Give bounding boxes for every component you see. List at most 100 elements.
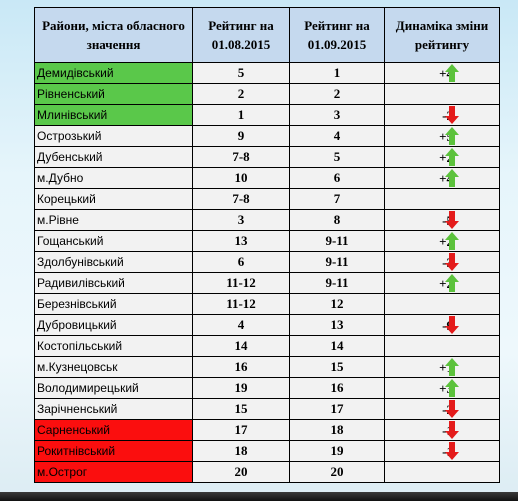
table-row: Рівненський 2 2 [34, 83, 500, 105]
district-name: Дубенський [34, 146, 193, 168]
rating-sep: 2 [289, 83, 385, 105]
district-name: Володимирецький [34, 377, 193, 399]
table-row: Сарненський 17 18 -1 [34, 419, 500, 441]
arrow-down-icon [445, 211, 459, 229]
table-row: Рокитнівський 18 19 -1 [34, 440, 500, 462]
rating-sep: 8 [289, 209, 385, 231]
rating-aug: 16 [192, 356, 290, 378]
dynamics-value: -2 [442, 108, 453, 123]
rating-dynamics: -2 [384, 104, 500, 126]
rating-sep: 14 [289, 335, 385, 357]
rating-dynamics: +5 [384, 125, 500, 147]
rating-aug: 11-12 [192, 272, 290, 294]
district-name: Рівненський [34, 83, 193, 105]
rating-dynamics: +3 [384, 377, 500, 399]
district-name: м.Дубно [34, 167, 193, 189]
table-row: Гощанський 13 9-11 +2 [34, 230, 500, 252]
arrow-up-icon [445, 64, 459, 82]
rating-aug: 4 [192, 314, 290, 336]
dynamics-value: -9 [442, 318, 453, 333]
district-name: Костопільський [34, 335, 193, 357]
rating-sep: 4 [289, 125, 385, 147]
rating-sep: 15 [289, 356, 385, 378]
arrow-up-icon [445, 148, 459, 166]
table-row: Корецький 7-8 7 [34, 188, 500, 210]
arrow-down-icon [445, 421, 459, 439]
rating-aug: 3 [192, 209, 290, 231]
arrow-down-icon [445, 106, 459, 124]
dynamics-value: -1 [442, 444, 453, 459]
rating-aug: 2 [192, 83, 290, 105]
header-rating-aug: Рейтинг на 01.08.2015 [192, 7, 290, 63]
district-name: м.Кузнецовськ [34, 356, 193, 378]
rating-dynamics [384, 188, 500, 210]
rating-dynamics: +4 [384, 62, 500, 84]
table-row: Демидівський 5 1 +4 [34, 62, 500, 84]
rating-aug: 19 [192, 377, 290, 399]
district-name: Рокитнівський [34, 440, 193, 462]
rating-dynamics: +2 [384, 146, 500, 168]
rating-aug: 17 [192, 419, 290, 441]
table-body: Демидівський 5 1 +4 Рівненський 2 2 Млинівський… [34, 62, 500, 483]
district-name: Радивилівський [34, 272, 193, 294]
table-row: м.Острог 20 20 [34, 461, 500, 483]
arrow-up-icon [445, 379, 459, 397]
rating-aug: 1 [192, 104, 290, 126]
table-row: Володимирецький 19 16 +3 [34, 377, 500, 399]
header-district: Райони, міста обласного значення [34, 7, 193, 63]
district-name: Березнівський [34, 293, 193, 315]
table-row: м.Кузнецовськ 16 15 +1 [34, 356, 500, 378]
rating-dynamics: -3 [384, 251, 500, 273]
rating-sep: 19 [289, 440, 385, 462]
table-row: м.Рівне 3 8 -5 [34, 209, 500, 231]
arrow-up-icon [445, 127, 459, 145]
rating-dynamics [384, 461, 500, 483]
arrow-down-icon [445, 400, 459, 418]
dynamics-value: -2 [442, 402, 453, 417]
arrow-down-icon [445, 253, 459, 271]
rating-sep: 13 [289, 314, 385, 336]
rating-dynamics: +1 [384, 356, 500, 378]
rating-sep: 9-11 [289, 251, 385, 273]
arrow-down-icon [445, 316, 459, 334]
table-row: м.Дубно 10 6 +4 [34, 167, 500, 189]
rating-dynamics: +4 [384, 167, 500, 189]
district-name: Острозький [34, 125, 193, 147]
rating-aug: 18 [192, 440, 290, 462]
dynamics-value: -3 [442, 255, 453, 270]
rating-sep: 9-11 [289, 272, 385, 294]
rating-dynamics: -1 [384, 419, 500, 441]
rating-dynamics [384, 335, 500, 357]
rating-sep: 17 [289, 398, 385, 420]
arrow-up-icon [445, 358, 459, 376]
rating-dynamics: +2 [384, 230, 500, 252]
rating-sep: 5 [289, 146, 385, 168]
district-name: Дубровицький [34, 314, 193, 336]
rating-aug: 10 [192, 167, 290, 189]
table-row: Зарічненський 15 17 -2 [34, 398, 500, 420]
rating-dynamics: -5 [384, 209, 500, 231]
district-name: Сарненський [34, 419, 193, 441]
arrow-down-icon [445, 442, 459, 460]
rating-sep: 9-11 [289, 230, 385, 252]
arrow-up-icon [445, 274, 459, 292]
header-rating-sep: Рейтинг на 01.09.2015 [289, 7, 385, 63]
district-name: м.Рівне [34, 209, 193, 231]
rating-aug: 6 [192, 251, 290, 273]
district-name: Зарічненський [34, 398, 193, 420]
table-row: Млинівський 1 3 -2 [34, 104, 500, 126]
rating-aug: 15 [192, 398, 290, 420]
rating-dynamics [384, 83, 500, 105]
rating-aug: 11-12 [192, 293, 290, 315]
arrow-up-icon [445, 169, 459, 187]
rating-sep: 16 [289, 377, 385, 399]
dynamics-value: -1 [442, 423, 453, 438]
rating-aug: 20 [192, 461, 290, 483]
rating-aug: 14 [192, 335, 290, 357]
district-name: м.Острог [34, 461, 193, 483]
district-name: Корецький [34, 188, 193, 210]
table-row: Дубровицький 4 13 -9 [34, 314, 500, 336]
rating-aug: 5 [192, 62, 290, 84]
rating-aug: 7-8 [192, 188, 290, 210]
rating-aug: 9 [192, 125, 290, 147]
